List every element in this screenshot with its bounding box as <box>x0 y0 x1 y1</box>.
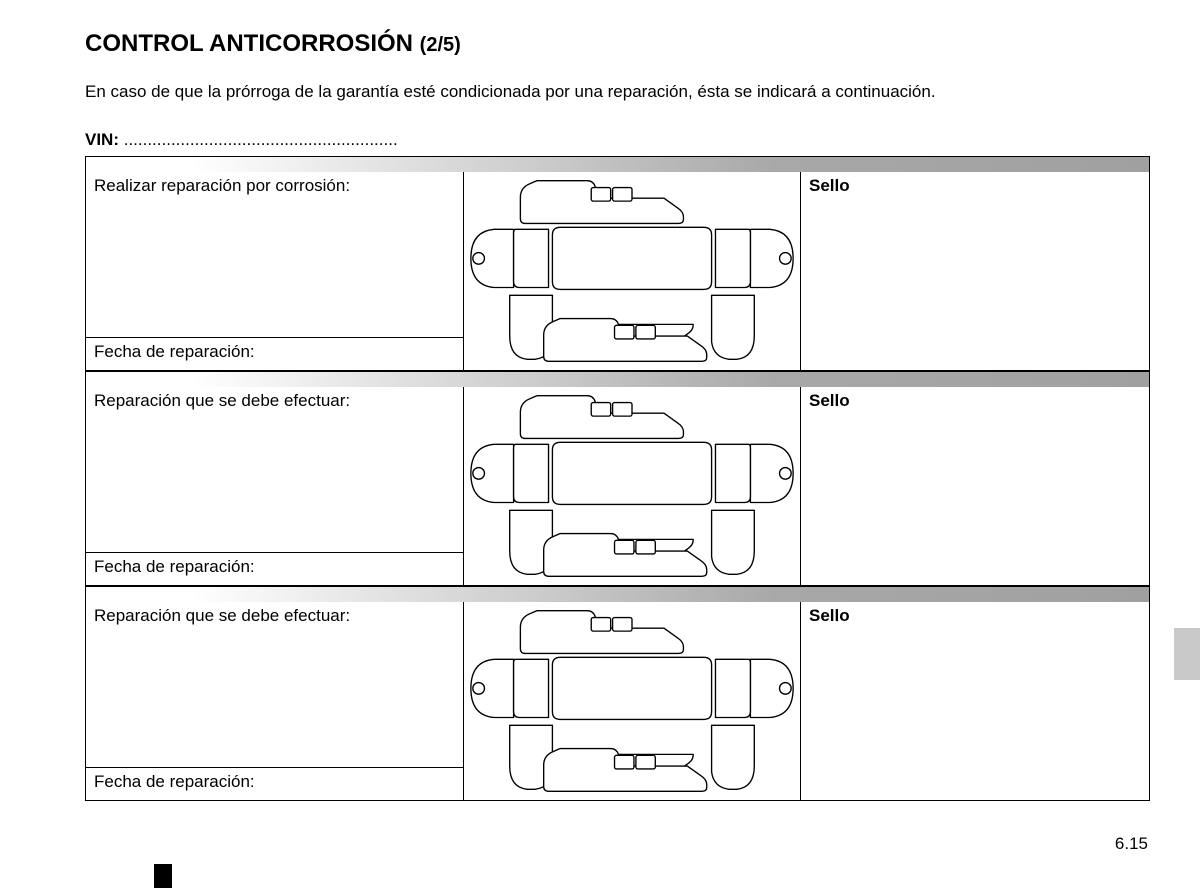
manual-page: CONTROL ANTICORROSIÓN (2/5) En caso de q… <box>0 0 1200 888</box>
separator-bar <box>85 586 1150 602</box>
repair-date-label: Fecha de reparación: <box>86 553 464 585</box>
stamp-label: Sello <box>801 387 1149 585</box>
repair-date-label: Fecha de reparación: <box>86 338 464 370</box>
page-number: 6.15 <box>1115 834 1148 854</box>
stamp-label: Sello <box>801 602 1149 800</box>
separator-bar <box>85 371 1150 387</box>
vin-line: VIN: ...................................… <box>85 130 1150 150</box>
repair-record: Realizar reparación por corrosión: Fecha… <box>85 172 1150 371</box>
car-diagram-cell <box>464 172 801 370</box>
repair-label: Reparación que se debe efectuar: <box>86 387 464 553</box>
car-diagram-cell <box>464 387 801 585</box>
vin-dots: ........................................… <box>119 130 398 149</box>
repair-record: Reparación que se debe efectuar: Fecha d… <box>85 602 1150 801</box>
intro-text: En caso de que la prórroga de la garantí… <box>85 82 1150 102</box>
car-diagram-icon <box>467 393 797 579</box>
repair-label: Realizar reparación por corrosión: <box>86 172 464 338</box>
title-main: CONTROL ANTICORROSIÓN <box>85 30 413 57</box>
title-part: (2/5) <box>420 34 461 56</box>
repair-date-label: Fecha de reparación: <box>86 768 464 800</box>
separator-bar <box>85 156 1150 172</box>
repair-record: Reparación que se debe efectuar: Fecha d… <box>85 387 1150 586</box>
section-thumb-tab <box>1174 628 1200 680</box>
repair-label: Reparación que se debe efectuar: <box>86 602 464 768</box>
stamp-label: Sello <box>801 172 1149 370</box>
car-diagram-cell <box>464 602 801 800</box>
page-title: CONTROL ANTICORROSIÓN (2/5) <box>85 30 1150 58</box>
vin-label: VIN: <box>85 130 119 149</box>
car-diagram-icon <box>467 178 797 364</box>
car-diagram-icon <box>467 608 797 794</box>
footer-crop-mark <box>154 864 172 888</box>
